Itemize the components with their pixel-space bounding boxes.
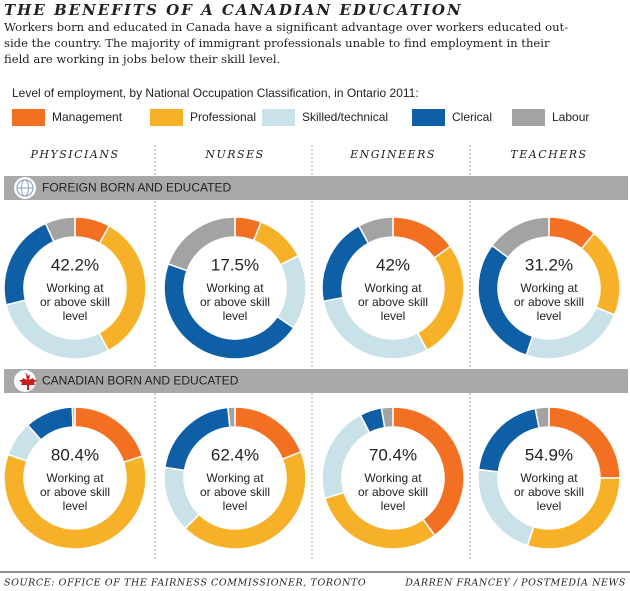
center-text: or above skill <box>40 295 110 309</box>
center-text: level <box>223 499 248 513</box>
center-text: level <box>63 499 88 513</box>
description-line: Workers born and educated in Canada have… <box>4 20 568 34</box>
donut-segment <box>44 216 76 243</box>
center-text: Working at <box>364 281 422 295</box>
center-text: level <box>537 499 562 513</box>
legend-swatch <box>262 109 295 126</box>
row-label: FOREIGN BORN AND EDUCATED <box>42 181 231 195</box>
row-label: CANADIAN BORN AND EDUCATED <box>42 374 239 388</box>
donut-segment <box>163 466 201 530</box>
center-value: 54.9% <box>525 445 573 464</box>
center-text: or above skill <box>514 295 584 309</box>
legend-label: Skilled/technical <box>302 110 388 124</box>
donut-segment <box>491 216 550 259</box>
center-value: 62.4% <box>211 445 259 464</box>
center-text: Working at <box>364 471 422 485</box>
center-value: 42.2% <box>51 255 99 274</box>
center-text: or above skill <box>358 295 428 309</box>
column-header: NURSES <box>204 148 264 161</box>
row-icon <box>19 372 37 390</box>
legend-label: Professional <box>190 110 256 124</box>
center-text: or above skill <box>200 295 270 309</box>
source: SOURCE: OFFICE OF THE FAIRNESS COMMISSIO… <box>4 578 366 589</box>
row-band <box>4 369 628 393</box>
center-text: Working at <box>46 281 104 295</box>
donut-segment <box>357 216 394 245</box>
credit: DARREN FRANCEY / POSTMEDIA NEWS <box>404 578 626 589</box>
column-header: ENGINEERS <box>349 148 436 161</box>
center-value: 80.4% <box>51 445 99 464</box>
column-header: PHYSICIANS <box>29 148 119 161</box>
center-value: 42% <box>376 255 410 274</box>
center-text: level <box>537 309 562 323</box>
center-text: or above skill <box>40 485 110 499</box>
legend-swatch <box>12 109 45 126</box>
center-text: level <box>223 309 248 323</box>
donut-segment <box>3 453 147 550</box>
center-text: Working at <box>520 471 578 485</box>
center-text: or above skill <box>200 485 270 499</box>
center-text: or above skill <box>358 485 428 499</box>
donut-segment <box>167 216 236 272</box>
legend-label: Labour <box>552 110 589 124</box>
description-line: side the country. The majority of immigr… <box>4 36 550 50</box>
legend-swatch <box>412 109 445 126</box>
title: THE BENEFITS OF A CANADIAN EDUCATION <box>4 1 463 19</box>
row-band <box>4 176 628 200</box>
center-text: level <box>381 499 406 513</box>
center-text: Working at <box>206 281 264 295</box>
donut-segment <box>548 406 621 479</box>
donut-segment <box>580 232 621 316</box>
donut-segment <box>534 406 550 429</box>
legend-swatch <box>150 109 183 126</box>
donut-segment <box>227 406 236 429</box>
separators <box>154 145 471 560</box>
donut-segment <box>97 224 147 352</box>
center-value: 31.2% <box>525 255 573 274</box>
center-text: level <box>63 309 88 323</box>
legend-label: Management <box>52 110 123 124</box>
center-value: 17.5% <box>211 255 259 274</box>
legend-swatch <box>512 109 545 126</box>
legend-label: Clerical <box>452 110 492 124</box>
center-text: Working at <box>206 471 264 485</box>
center-text: level <box>381 309 406 323</box>
center-text: or above skill <box>514 485 584 499</box>
description-line: field are working in jobs below their sk… <box>4 52 280 66</box>
donut-segment <box>276 254 307 329</box>
donut-segment <box>321 224 370 303</box>
center-value: 70.4% <box>369 445 417 464</box>
center-text: Working at <box>46 471 104 485</box>
donut-segment <box>163 262 295 360</box>
center-text: Working at <box>520 281 578 295</box>
column-header: TEACHERS <box>510 148 587 161</box>
donut-segment <box>380 406 394 429</box>
legend-title: Level of employment, by National Occupat… <box>12 86 419 100</box>
donut-segment <box>71 406 76 428</box>
